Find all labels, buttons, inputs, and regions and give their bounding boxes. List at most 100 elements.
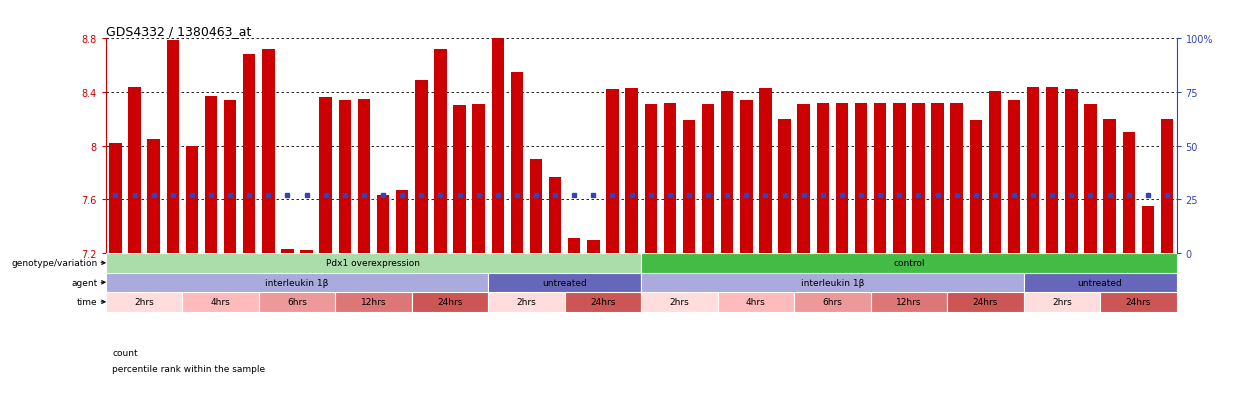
- Bar: [1160, 119, 1173, 254]
- Bar: [357, 100, 370, 254]
- Bar: [339, 101, 351, 254]
- Bar: [147, 140, 159, 254]
- Text: percentile rank within the sample: percentile rank within the sample: [112, 364, 265, 373]
- Bar: [335, 292, 412, 312]
- Bar: [931, 104, 944, 254]
- Text: untreated: untreated: [543, 278, 588, 287]
- Bar: [874, 104, 886, 254]
- Bar: [682, 121, 695, 254]
- Text: 24hrs: 24hrs: [972, 298, 998, 306]
- Text: 2hrs: 2hrs: [517, 298, 537, 306]
- Bar: [989, 91, 1001, 254]
- Text: 6hrs: 6hrs: [823, 298, 843, 306]
- Bar: [1084, 105, 1097, 254]
- Bar: [110, 144, 122, 254]
- Bar: [412, 292, 488, 312]
- Text: 4hrs: 4hrs: [746, 298, 766, 306]
- Bar: [893, 104, 905, 254]
- Bar: [970, 121, 982, 254]
- Bar: [664, 104, 676, 254]
- Text: genotype/variation: genotype/variation: [11, 259, 97, 268]
- Bar: [453, 106, 466, 254]
- Bar: [1123, 133, 1135, 254]
- Bar: [259, 292, 335, 312]
- Bar: [606, 90, 619, 254]
- Text: count: count: [112, 349, 138, 358]
- Bar: [182, 292, 259, 312]
- Text: untreated: untreated: [1078, 278, 1123, 287]
- Bar: [565, 292, 641, 312]
- Bar: [106, 254, 641, 273]
- Bar: [870, 292, 947, 312]
- Bar: [488, 273, 641, 292]
- Bar: [435, 50, 447, 254]
- Bar: [717, 292, 794, 312]
- Bar: [950, 104, 962, 254]
- Bar: [721, 91, 733, 254]
- Bar: [377, 196, 390, 254]
- Bar: [224, 101, 237, 254]
- Bar: [492, 39, 504, 254]
- Bar: [320, 98, 332, 254]
- Bar: [778, 119, 791, 254]
- Bar: [281, 249, 294, 254]
- Text: agent: agent: [71, 278, 97, 287]
- Text: GDS4332 / 1380463_at: GDS4332 / 1380463_at: [106, 25, 251, 38]
- Bar: [1142, 206, 1154, 254]
- Bar: [186, 146, 198, 254]
- Bar: [1066, 90, 1078, 254]
- Text: interleukin 1β: interleukin 1β: [265, 278, 329, 287]
- Bar: [641, 292, 717, 312]
- Bar: [1023, 273, 1177, 292]
- Bar: [835, 104, 848, 254]
- Bar: [641, 273, 1023, 292]
- Bar: [204, 97, 217, 254]
- Bar: [855, 104, 868, 254]
- Bar: [947, 292, 1023, 312]
- Text: 4hrs: 4hrs: [210, 298, 230, 306]
- Bar: [568, 239, 580, 254]
- Text: 2hrs: 2hrs: [670, 298, 690, 306]
- Bar: [415, 81, 427, 254]
- Text: 24hrs: 24hrs: [437, 298, 463, 306]
- Bar: [1023, 292, 1101, 312]
- Text: 12hrs: 12hrs: [896, 298, 921, 306]
- Bar: [759, 89, 772, 254]
- Text: 24hrs: 24hrs: [1125, 298, 1150, 306]
- Bar: [472, 105, 484, 254]
- Bar: [1007, 101, 1020, 254]
- Bar: [645, 105, 657, 254]
- Bar: [588, 240, 600, 254]
- Bar: [106, 292, 182, 312]
- Bar: [794, 292, 870, 312]
- Bar: [300, 251, 312, 254]
- Bar: [488, 292, 565, 312]
- Text: 6hrs: 6hrs: [288, 298, 308, 306]
- Bar: [641, 254, 1177, 273]
- Bar: [1027, 88, 1040, 254]
- Text: time: time: [77, 298, 97, 306]
- Bar: [510, 73, 523, 254]
- Bar: [798, 105, 810, 254]
- Bar: [128, 88, 141, 254]
- Text: Pdx1 overexpression: Pdx1 overexpression: [326, 259, 421, 268]
- Bar: [167, 40, 179, 254]
- Text: 2hrs: 2hrs: [134, 298, 154, 306]
- Bar: [263, 50, 275, 254]
- Bar: [625, 89, 637, 254]
- Text: interleukin 1β: interleukin 1β: [801, 278, 864, 287]
- Text: control: control: [893, 259, 925, 268]
- Text: 2hrs: 2hrs: [1052, 298, 1072, 306]
- Bar: [817, 104, 829, 254]
- Bar: [740, 101, 752, 254]
- Bar: [702, 105, 715, 254]
- Bar: [1101, 292, 1177, 312]
- Bar: [396, 190, 408, 254]
- Bar: [913, 104, 925, 254]
- Bar: [243, 55, 255, 254]
- Text: 24hrs: 24hrs: [590, 298, 615, 306]
- Bar: [549, 177, 561, 254]
- Bar: [1103, 119, 1116, 254]
- Text: 12hrs: 12hrs: [361, 298, 386, 306]
- Bar: [1046, 88, 1058, 254]
